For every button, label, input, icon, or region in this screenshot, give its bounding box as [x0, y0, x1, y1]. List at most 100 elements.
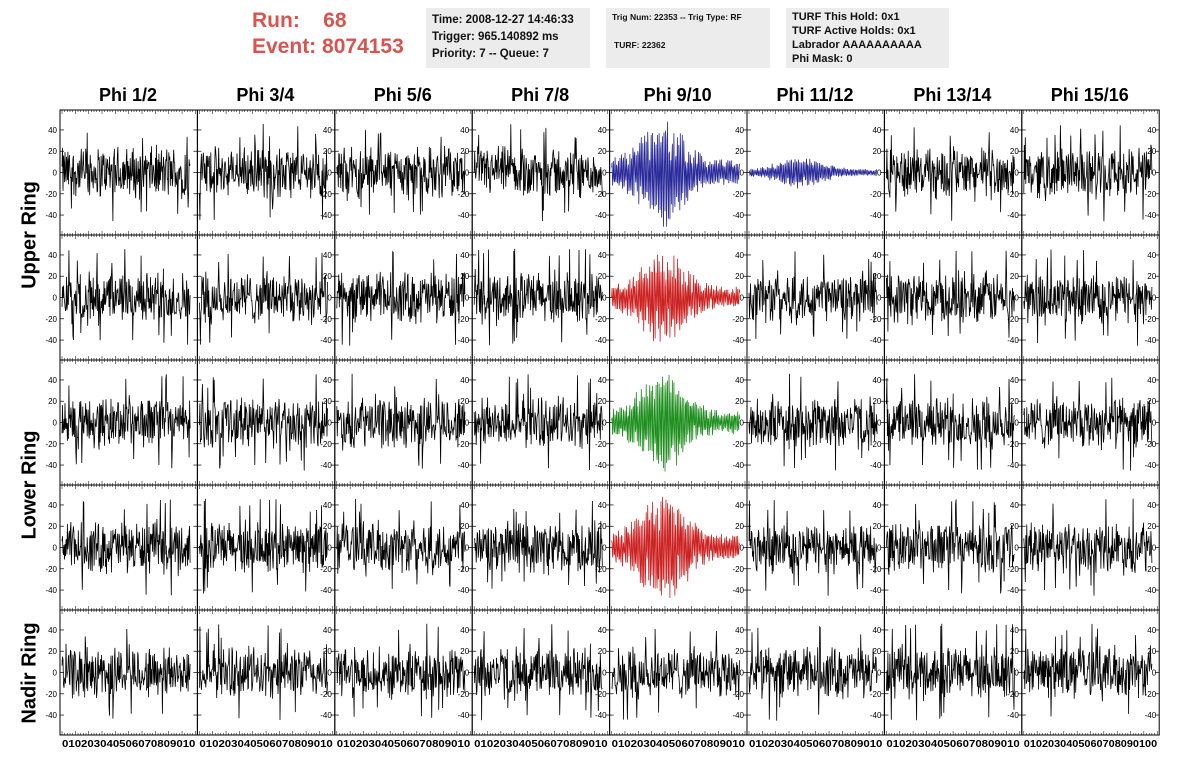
y-tick-label: 20 — [460, 397, 469, 406]
waveform-trace — [611, 121, 741, 227]
y-tick-label: -40 — [1145, 711, 1157, 720]
y-tick-label: 40 — [1147, 376, 1156, 385]
y-tick-label: 20 — [48, 522, 57, 531]
panel-r1-c2: -40 -20 0 20 40 — [334, 234, 473, 361]
y-tick-label: 0 — [877, 169, 882, 178]
y-tick-label: 40 — [323, 376, 332, 385]
y-tick-label: -40 — [1007, 586, 1019, 595]
y-tick-label: 20 — [460, 522, 469, 531]
y-tick-label: -20 — [1145, 190, 1157, 199]
waveform-trace — [886, 250, 1015, 338]
y-tick-label: -20 — [595, 440, 607, 449]
y-tick-label: -20 — [1145, 565, 1157, 574]
phi-mask-text: Phi Mask: 0 — [792, 53, 853, 65]
y-tick-label: -20 — [458, 440, 470, 449]
y-tick-label: 0 — [877, 419, 882, 428]
y-tick-label: -20 — [45, 440, 57, 449]
panel-r3-c1: -40 -20 0 20 40 — [196, 484, 336, 611]
y-tick-label: 40 — [1010, 626, 1019, 635]
turf-text: TURF: 22362 — [614, 40, 666, 50]
waveform-trace — [473, 124, 603, 222]
y-tick-label: 0 — [327, 544, 332, 553]
y-tick-label: 0 — [465, 169, 470, 178]
y-tick-label: -20 — [320, 565, 332, 574]
column-title-3: Phi 5/6 — [373, 85, 432, 105]
y-tick-label: 0 — [465, 544, 470, 553]
y-tick-label: 0 — [1152, 544, 1157, 553]
y-tick-label: 40 — [598, 126, 607, 135]
y-tick-label: 40 — [1010, 501, 1019, 510]
y-tick-label: -40 — [595, 211, 607, 220]
y-tick-label: 40 — [872, 251, 881, 260]
y-tick-label: -40 — [1145, 211, 1157, 220]
y-tick-label: 0 — [877, 544, 882, 553]
waveform-trace — [199, 498, 328, 594]
x-axis-labels: 010203040506070809010 — [199, 739, 333, 750]
y-tick-label: 40 — [872, 501, 881, 510]
panel-r2-c4: -40 -20 0 20 40 — [609, 359, 748, 486]
trig-num-info-panel: Trig Num: 22353 -- Trig Type: RF TURF: 2… — [606, 8, 770, 68]
y-tick-label: -40 — [1145, 586, 1157, 595]
waveform-trace — [336, 250, 466, 346]
event-value: 8074153 — [322, 35, 404, 58]
y-tick-label: 0 — [602, 419, 607, 428]
y-tick-label: 40 — [48, 626, 57, 635]
x-axis-labels: 010203040506070809010 — [612, 739, 746, 750]
y-tick-label: 40 — [460, 126, 469, 135]
y-tick-label: 40 — [323, 626, 332, 635]
y-tick-label: -40 — [595, 461, 607, 470]
y-tick-label: 20 — [1147, 272, 1156, 281]
y-tick-label: 20 — [872, 397, 881, 406]
panel-r3-c6: -40 -20 0 20 40 — [883, 484, 1023, 611]
y-tick-label: 0 — [1152, 669, 1157, 678]
y-tick-label: 40 — [872, 376, 881, 385]
waveform-trace — [886, 499, 1015, 594]
panel-r2-c6: -40 -20 0 20 40 — [883, 359, 1023, 486]
y-tick-label: 0 — [602, 169, 607, 178]
waveform-trace — [1023, 249, 1153, 346]
y-tick-label: -40 — [870, 336, 882, 345]
y-tick-label: 20 — [48, 397, 57, 406]
waveform-trace — [473, 500, 603, 589]
y-tick-label: 0 — [327, 419, 332, 428]
y-tick-label: -20 — [458, 190, 470, 199]
y-tick-label: 20 — [735, 647, 744, 656]
waveform-trace — [611, 496, 741, 599]
y-tick-label: 20 — [598, 647, 607, 656]
y-tick-label: 20 — [735, 272, 744, 281]
panel-r4-c1: -40 -20 0 20 40 — [196, 609, 336, 736]
waveform-trace — [748, 251, 878, 339]
y-tick-label: -40 — [320, 461, 332, 470]
waveform-trace — [1023, 498, 1153, 596]
panel-r0-c0: -40 -20 0 20 40 — [45, 109, 198, 236]
y-tick-label: -40 — [1007, 211, 1019, 220]
y-tick-label: 20 — [323, 272, 332, 281]
panel-r4-c5: -40 -20 0 20 40 — [746, 609, 885, 736]
y-tick-label: 0 — [1152, 294, 1157, 303]
run-label: Run: — [252, 9, 300, 32]
column-title-4: Phi 7/8 — [511, 85, 570, 105]
y-tick-label: 20 — [1147, 397, 1156, 406]
y-tick-label: -40 — [458, 211, 470, 220]
y-tick-label: 40 — [48, 376, 57, 385]
waveform-trace — [886, 374, 1015, 470]
y-tick-label: 20 — [1010, 522, 1019, 531]
y-tick-label: -40 — [870, 211, 882, 220]
y-tick-label: 20 — [1010, 647, 1019, 656]
y-tick-label: 0 — [1014, 419, 1019, 428]
panel-r0-c6: -40 -20 0 20 40 — [883, 109, 1023, 236]
y-tick-label: 40 — [872, 626, 881, 635]
y-tick-label: 20 — [1010, 397, 1019, 406]
waveform-trace — [1023, 623, 1153, 717]
y-tick-label: 40 — [598, 501, 607, 510]
priority-queue-text: Priority: 7 -- Queue: 7 — [432, 48, 549, 60]
labrador-text: Labrador AAAAAAAAAA — [792, 39, 922, 51]
waveform-trace — [748, 500, 878, 596]
waveform-trace — [473, 624, 603, 721]
y-tick-label: 20 — [323, 147, 332, 156]
y-tick-label: 0 — [53, 169, 58, 178]
column-title-1: Phi 1/2 — [98, 85, 158, 105]
y-tick-label: -40 — [45, 336, 57, 345]
y-tick-label: 0 — [465, 419, 470, 428]
x-axis-labels: 010203040506070809010 — [337, 739, 471, 750]
